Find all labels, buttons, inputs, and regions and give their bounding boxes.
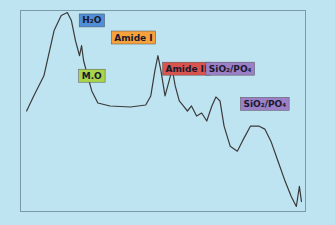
svg-text:H₂O: H₂O [82, 15, 101, 25]
svg-text:SiO₂/PO₄: SiO₂/PO₄ [209, 64, 252, 74]
svg-text:M.O: M.O [82, 71, 102, 81]
svg-text:SiO₂/PO₄: SiO₂/PO₄ [243, 99, 286, 109]
svg-text:Amide II: Amide II [166, 64, 208, 74]
svg-text:Amide I: Amide I [114, 33, 152, 43]
